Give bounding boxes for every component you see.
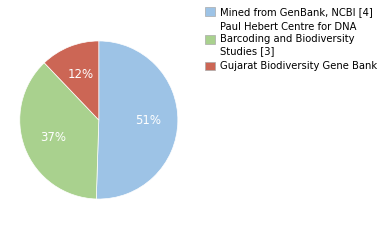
Text: 51%: 51% (135, 114, 161, 127)
Wedge shape (20, 63, 99, 199)
Legend: Mined from GenBank, NCBI [4], Paul Hebert Centre for DNA
Barcoding and Biodivers: Mined from GenBank, NCBI [4], Paul Heber… (203, 5, 380, 73)
Wedge shape (44, 41, 99, 120)
Text: 12%: 12% (68, 68, 93, 81)
Wedge shape (96, 41, 178, 199)
Text: 37%: 37% (40, 131, 66, 144)
